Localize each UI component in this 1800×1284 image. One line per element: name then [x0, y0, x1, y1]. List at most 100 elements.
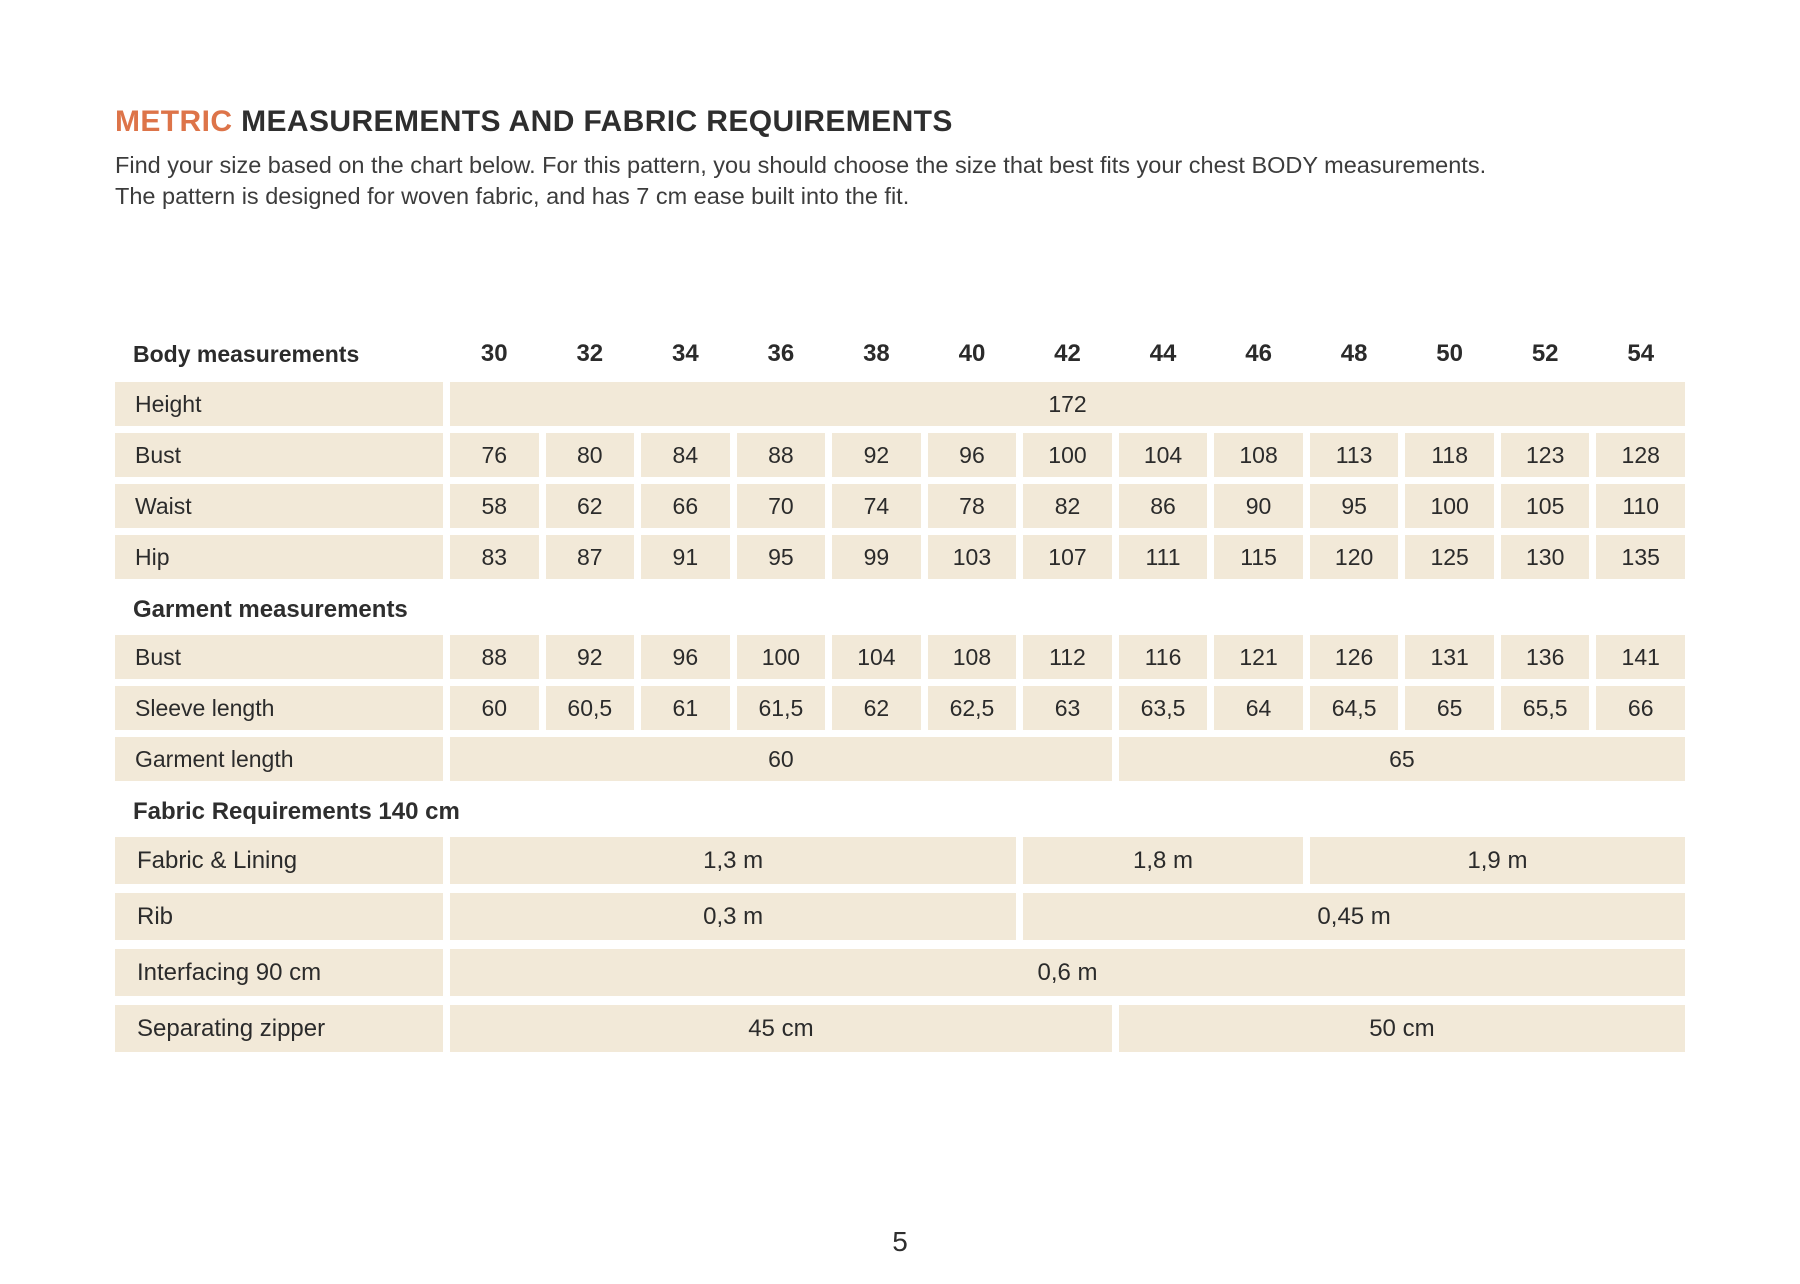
- value-cell: 121: [1214, 635, 1303, 679]
- size-column-header: 46: [1245, 340, 1272, 367]
- page-title-highlight: METRIC: [115, 105, 233, 138]
- size-column-header: 54: [1627, 340, 1655, 367]
- value-cell: 0,3 m: [450, 893, 1017, 940]
- value-cell: 62: [832, 686, 921, 730]
- value-cell: 83: [450, 535, 539, 579]
- value-cell: 1,3 m: [450, 837, 1017, 884]
- page-content: METRIC MEASUREMENTS AND FABRIC REQUIREME…: [115, 104, 1685, 1052]
- value-cell: 135: [1596, 535, 1685, 579]
- value-cell: 110: [1596, 484, 1685, 528]
- page-number: 5: [892, 1226, 908, 1257]
- table-row: Fabric & Lining 1,3 m 1,8 m 1,9 m: [115, 837, 1685, 884]
- value-cell: 100: [1023, 433, 1112, 477]
- row-label: Sleeve length: [115, 686, 443, 730]
- value-cell: 104: [1118, 433, 1208, 477]
- size-column-header: 42: [1054, 340, 1081, 367]
- value-cell: 141: [1596, 635, 1685, 679]
- value-cell: 60: [450, 686, 539, 730]
- value-cell: 126: [1309, 635, 1399, 679]
- table-row: Bust 88 92 96 100 104 108 112 116 121 126 131 136 141: [115, 635, 1685, 679]
- value-cell: 105: [1500, 484, 1590, 528]
- section-title-fabric: Fabric Requirements 140 cm: [133, 798, 460, 825]
- value-cell: 80: [545, 433, 635, 477]
- size-column-header: 40: [958, 340, 986, 367]
- value-cell: 58: [450, 484, 539, 528]
- table-row: Garment length 60 65: [115, 737, 1685, 781]
- table-row: Waist 58 62 66 70 74 78 82 86 90 95 100 105 110: [115, 484, 1685, 528]
- row-label: Fabric & Lining: [115, 837, 443, 884]
- fabric-requirements-rows: Fabric & Lining 1,3 m 1,8 m 1,9 m Rib 0,3 m 0,…: [115, 837, 1685, 1052]
- value-cell: 62,5: [927, 686, 1017, 730]
- value-cell: 86: [1118, 484, 1208, 528]
- value-cell: 107: [1023, 535, 1112, 579]
- value-cell: 70: [736, 484, 826, 528]
- value-cell: 91: [641, 535, 730, 579]
- table-row: Separating zipper 45 cm 50 cm: [115, 1005, 1685, 1052]
- value-cell: 63,5: [1118, 686, 1208, 730]
- value-cell: 61: [641, 686, 730, 730]
- table-row: Sleeve length 60 60,5 61 61,5 62 62,5 63 63,5 64 6…: [115, 686, 1685, 730]
- value-cell: 0,6 m: [450, 949, 1685, 996]
- value-cell: 100: [736, 635, 826, 679]
- value-cell: 65,5: [1500, 686, 1590, 730]
- value-cell: 88: [736, 433, 826, 477]
- value-cell: 96: [927, 433, 1017, 477]
- size-column-header: 50: [1436, 340, 1463, 367]
- size-column-header: 38: [863, 340, 890, 367]
- table-row: Interfacing 90 cm 0,6 m: [115, 949, 1685, 996]
- value-cell: 95: [736, 535, 826, 579]
- value-cell: 65: [1405, 686, 1494, 730]
- value-cell: 50 cm: [1118, 1005, 1685, 1052]
- size-column-header: 44: [1149, 340, 1177, 367]
- value-cell: 123: [1500, 433, 1590, 477]
- value-cell: 131: [1405, 635, 1494, 679]
- page-title-rest: MEASUREMENTS AND FABRIC REQUIREMENTS: [232, 105, 953, 138]
- value-cell: 74: [832, 484, 921, 528]
- size-column-header: 48: [1340, 340, 1368, 367]
- value-cell: 111: [1118, 535, 1208, 579]
- intro-text: Find your size based on the chart below.…: [115, 150, 1685, 212]
- value-cell: 78: [927, 484, 1017, 528]
- intro-line-1: Find your size based on the chart below.…: [115, 152, 1487, 178]
- value-cell: 82: [1023, 484, 1112, 528]
- value-cell: 99: [832, 535, 921, 579]
- value-cell: 1,9 m: [1309, 837, 1685, 884]
- value-cell: 136: [1500, 635, 1590, 679]
- intro-line-2: The pattern is designed for woven fabric…: [115, 183, 910, 209]
- value-cell: 92: [545, 635, 635, 679]
- value-cell: 120: [1309, 535, 1399, 579]
- value-cell: 60: [450, 737, 1112, 781]
- table-row: Height 172: [115, 382, 1685, 426]
- value-cell: 103: [927, 535, 1017, 579]
- table-row: Bust 76 80 84 88 92 96 100 104 108 113 118 123 128: [115, 433, 1685, 477]
- row-label: Bust: [115, 433, 443, 477]
- value-cell: 64,5: [1309, 686, 1399, 730]
- value-cell: 104: [832, 635, 921, 679]
- table-header-row: Body measurements 30 32 34 36 38 40 42 44 46 48 50…: [115, 338, 1685, 370]
- value-cell: 115: [1214, 535, 1303, 579]
- row-label: Bust: [115, 635, 443, 679]
- value-cell: 128: [1596, 433, 1685, 477]
- row-label: Separating zipper: [115, 1005, 443, 1052]
- value-cell: 87: [545, 535, 635, 579]
- size-column-header: 34: [671, 340, 699, 367]
- value-cell: 62: [545, 484, 635, 528]
- row-label: Height: [115, 382, 443, 426]
- value-cell: 76: [450, 433, 539, 477]
- value-cell: 0,45 m: [1023, 893, 1685, 940]
- row-label: Garment length: [115, 737, 443, 781]
- page-title: METRIC MEASUREMENTS AND FABRIC REQUIREME…: [115, 104, 1685, 140]
- table-row: Hip 83 87 91 95 99 103 107 111 115 120 125 130 135: [115, 535, 1685, 579]
- row-label: Waist: [115, 484, 443, 528]
- value-cell: 63: [1023, 686, 1112, 730]
- value-cell: 116: [1118, 635, 1208, 679]
- value-cell: 172: [450, 382, 1685, 426]
- value-cell: 88: [450, 635, 539, 679]
- value-cell: 95: [1309, 484, 1399, 528]
- row-label: Hip: [115, 535, 443, 579]
- table-row: Rib 0,3 m 0,45 m: [115, 893, 1685, 940]
- value-cell: 90: [1214, 484, 1303, 528]
- size-column-header: 30: [480, 340, 508, 367]
- row-label: Interfacing 90 cm: [115, 949, 443, 996]
